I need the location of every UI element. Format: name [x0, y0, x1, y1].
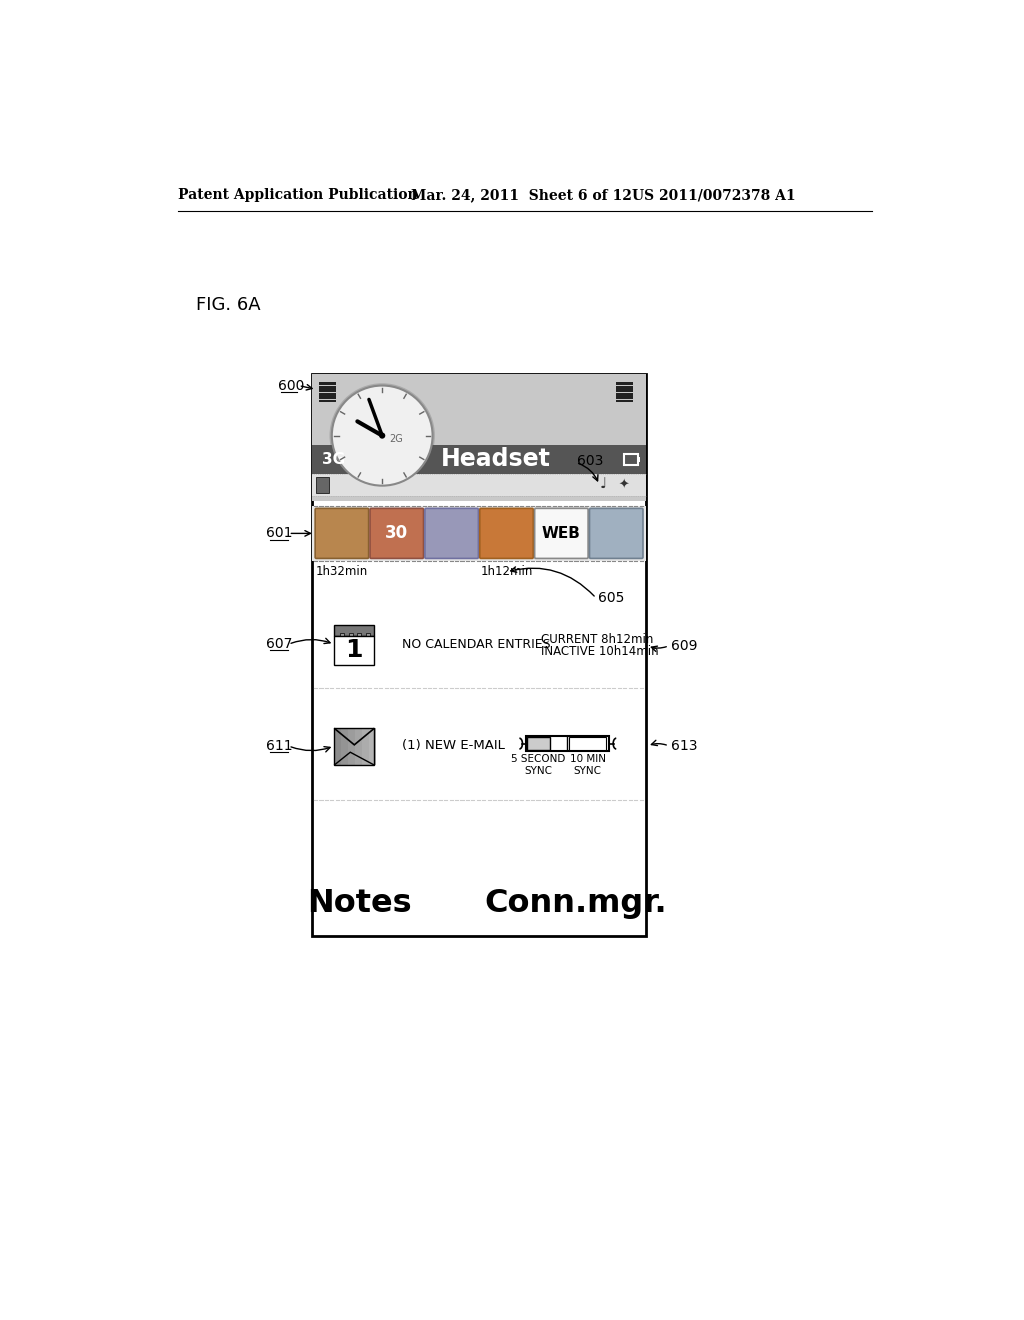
Bar [638, 457, 640, 462]
Circle shape [332, 385, 432, 486]
Bar [318, 396, 336, 399]
Bar [312, 374, 646, 936]
Bar [341, 729, 348, 766]
FancyBboxPatch shape [373, 511, 421, 556]
FancyBboxPatch shape [482, 511, 530, 556]
Bar [349, 634, 352, 640]
Bar [340, 634, 344, 640]
Bar [369, 729, 376, 766]
Text: ♩: ♩ [599, 478, 606, 492]
FancyBboxPatch shape [535, 508, 588, 558]
Bar [348, 729, 355, 766]
Bar [318, 400, 336, 403]
Text: 605: 605 [598, 591, 624, 605]
Text: (1) NEW E-MAIL: (1) NEW E-MAIL [401, 739, 505, 752]
FancyBboxPatch shape [315, 508, 369, 558]
Bar [357, 634, 361, 640]
Text: 607: 607 [266, 638, 292, 651]
Text: ✦: ✦ [618, 478, 630, 491]
FancyBboxPatch shape [370, 508, 424, 558]
FancyBboxPatch shape [480, 508, 534, 558]
Text: 613: 613 [671, 739, 697, 752]
Bar [616, 389, 633, 392]
Circle shape [330, 383, 435, 488]
Bar [312, 445, 646, 474]
Text: 1: 1 [345, 639, 364, 663]
Text: Notes: Notes [306, 888, 412, 919]
Bar [312, 474, 646, 496]
Text: 601: 601 [266, 527, 293, 540]
Text: Mar. 24, 2011  Sheet 6 of 12: Mar. 24, 2011 Sheet 6 of 12 [411, 189, 632, 202]
Text: 2G: 2G [389, 434, 403, 445]
Text: FIG. 6A: FIG. 6A [197, 296, 261, 314]
Bar [318, 383, 336, 385]
Bar [569, 738, 606, 750]
Bar [616, 393, 633, 396]
Bar [334, 636, 375, 665]
Bar [525, 737, 609, 751]
Text: NO CALENDAR ENTRIES: NO CALENDAR ENTRIES [401, 638, 550, 651]
Bar [624, 454, 638, 465]
Text: CURRENT 8h12min: CURRENT 8h12min [541, 634, 653, 647]
Bar [527, 738, 550, 750]
Text: WEB: WEB [542, 525, 581, 541]
Text: US 2011/0072378 A1: US 2011/0072378 A1 [632, 189, 796, 202]
Text: INACTIVE 10h14min: INACTIVE 10h14min [541, 645, 658, 659]
Text: 603: 603 [578, 454, 604, 469]
Bar [355, 729, 362, 766]
Bar [616, 385, 633, 388]
Bar [366, 634, 370, 640]
FancyBboxPatch shape [428, 511, 476, 556]
FancyBboxPatch shape [317, 511, 366, 556]
Text: 1h12min: 1h12min [480, 565, 532, 578]
Text: 30: 30 [385, 524, 409, 543]
Text: 3G: 3G [322, 451, 345, 467]
Bar [316, 478, 329, 492]
Text: Conn.mgr.: Conn.mgr. [484, 888, 668, 919]
Bar [318, 389, 336, 392]
Bar [312, 374, 646, 502]
Text: 5 SECOND
SYNC: 5 SECOND SYNC [511, 754, 565, 776]
Text: 10 MIN
SYNC: 10 MIN SYNC [569, 754, 605, 776]
Text: 611: 611 [266, 739, 293, 752]
FancyBboxPatch shape [425, 508, 478, 558]
Bar [616, 396, 633, 399]
FancyBboxPatch shape [590, 508, 643, 558]
Bar [312, 506, 646, 561]
Bar [318, 385, 336, 388]
Bar [362, 729, 369, 766]
Bar [334, 729, 341, 766]
Bar [616, 383, 633, 385]
Bar [318, 393, 336, 396]
Bar [334, 729, 375, 766]
Text: Patent Application Publication: Patent Application Publication [178, 189, 418, 202]
Bar [334, 626, 375, 636]
FancyBboxPatch shape [592, 511, 640, 556]
Text: Headset: Headset [440, 447, 551, 471]
Text: 600: 600 [278, 379, 304, 392]
Text: 1h32min: 1h32min [315, 565, 368, 578]
FancyBboxPatch shape [538, 511, 586, 556]
Bar [616, 400, 633, 403]
Text: 609: 609 [671, 639, 697, 653]
Circle shape [379, 433, 385, 438]
